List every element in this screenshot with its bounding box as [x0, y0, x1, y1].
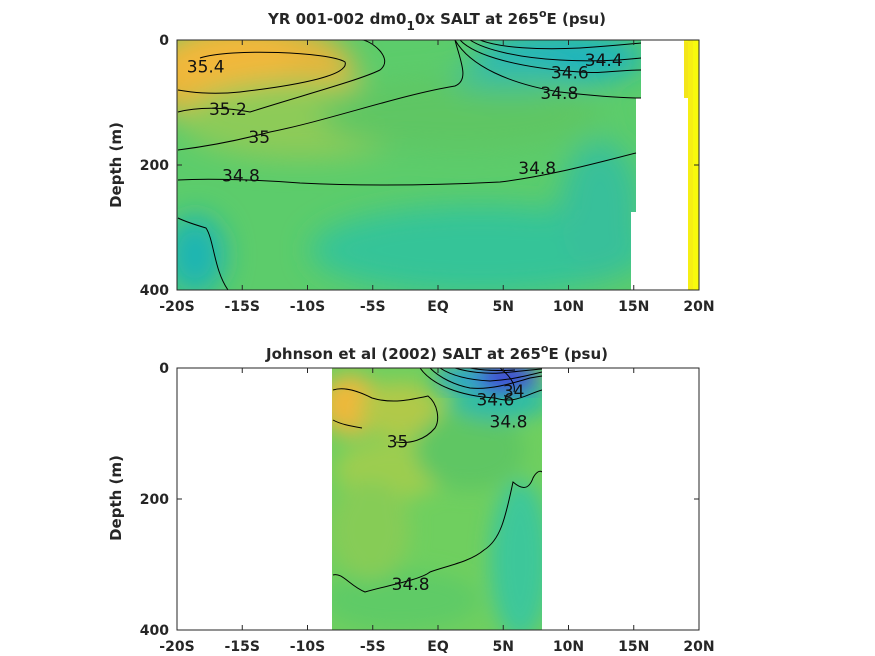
- x-tick-label: -10S: [290, 639, 325, 655]
- x-tick-label: 20N: [683, 639, 714, 655]
- x-tick-label: -5S: [360, 299, 386, 315]
- x-tick-label: 10N: [553, 639, 584, 655]
- x-tick-label: -10S: [290, 299, 325, 315]
- panel-model-ylabel: Depth (m): [107, 122, 125, 208]
- contour-label: 35.2: [209, 100, 247, 120]
- panel-observed-heatmap: [332, 368, 542, 630]
- contour-label: 34.4: [585, 51, 623, 71]
- contour-label: 34.8: [540, 84, 578, 104]
- panel-model-axes: -20S -15S -10S -5S EQ 5N 10N 15N 20N 0 200 400 Dep…: [107, 33, 715, 315]
- panel-observed-axes: -20S -15S -10S -5S EQ 5N 10N 15N 20N 0 200 400 Dep…: [107, 361, 715, 655]
- contour-label: 34.8: [490, 413, 528, 433]
- panel-observed-x-tick-labels: -20S -15S -10S -5S EQ 5N 10N 15N 20N: [159, 639, 714, 655]
- contour-label: 34.6: [551, 64, 589, 84]
- contour-label: 34.8: [392, 575, 430, 595]
- y-tick-label: 400: [140, 623, 169, 639]
- x-tick-label: -20S: [159, 299, 194, 315]
- contour-label: 34.8: [518, 159, 556, 179]
- contour-label: 34.8: [222, 167, 260, 187]
- panel-observed-ticks: [176, 367, 700, 631]
- panel-model-title: YR 001-002 dm010x SALT at 265oE (psu): [267, 7, 606, 33]
- x-tick-label: EQ: [427, 639, 449, 655]
- panel-model: YR 001-002 dm010x SALT at 265oE (psu): [107, 7, 715, 315]
- y-tick-label: 200: [140, 158, 169, 174]
- contour-label: 35: [248, 128, 270, 148]
- panel-model-x-tick-labels: -20S -15S -10S -5S EQ 5N 10N 15N 20N: [159, 299, 714, 315]
- contour-label: 34: [503, 382, 525, 402]
- y-tick-label: 0: [159, 361, 169, 377]
- x-tick-label: 10N: [553, 299, 584, 315]
- contour-label: 35.4: [187, 57, 225, 77]
- x-tick-label: 20N: [683, 299, 714, 315]
- x-tick-label: 5N: [493, 299, 514, 315]
- panel-model-heatmap: [177, 40, 699, 290]
- panel-observed-ylabel: Depth (m): [107, 455, 125, 541]
- x-tick-label: 15N: [618, 299, 649, 315]
- y-tick-label: 200: [140, 492, 169, 508]
- contour-label: 34.6: [476, 390, 514, 410]
- panel-model-y-tick-labels: 0 200 400: [140, 33, 169, 299]
- contour-label: 35: [387, 432, 409, 452]
- panel-observed-title: Johnson et al (2002) SALT at 265oE (psu): [265, 342, 608, 363]
- y-tick-label: 400: [140, 283, 169, 299]
- panel-model-ticks: [176, 39, 700, 291]
- panel-observed: Johnson et al (2002) SALT at 265oE (psu): [107, 342, 715, 655]
- panel-observed-y-tick-labels: 0 200 400: [140, 361, 169, 639]
- y-tick-label: 0: [159, 33, 169, 49]
- x-tick-label: -20S: [159, 639, 194, 655]
- x-tick-label: 5N: [493, 639, 514, 655]
- x-tick-label: -15S: [225, 299, 260, 315]
- x-tick-label: 15N: [618, 639, 649, 655]
- x-tick-label: -15S: [225, 639, 260, 655]
- x-tick-label: EQ: [427, 299, 449, 315]
- x-tick-label: -5S: [360, 639, 386, 655]
